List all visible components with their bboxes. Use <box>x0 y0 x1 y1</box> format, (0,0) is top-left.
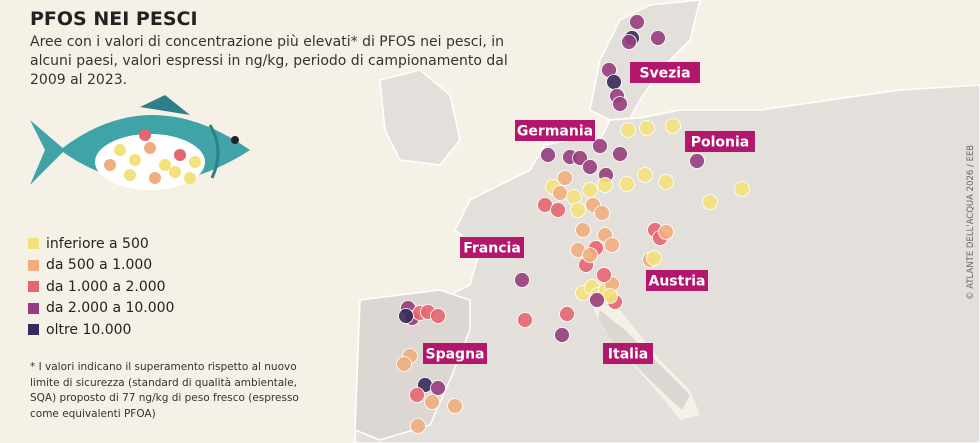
sample-dot <box>424 394 440 410</box>
sample-dot <box>594 205 610 221</box>
sample-dot <box>589 292 605 308</box>
sample-dot <box>734 181 750 197</box>
legend: inferiore a 500 da 500 a 1.000 da 1.000 a … <box>28 233 174 341</box>
legend-label: inferiore a 500 <box>46 235 149 252</box>
sample-dot <box>557 170 573 186</box>
sample-dot <box>582 247 598 263</box>
sample-dot <box>702 194 718 210</box>
country-box <box>685 131 755 152</box>
legend-label: oltre 10.000 <box>46 321 132 338</box>
fish-dot <box>129 154 141 166</box>
sample-dot <box>604 237 620 253</box>
legend-item: da 2.000 a 10.000 <box>28 298 174 320</box>
legend-swatch <box>28 324 39 336</box>
sample-dot <box>596 267 612 283</box>
legend-item: oltre 10.000 <box>28 319 174 341</box>
sample-dot <box>637 167 653 183</box>
sample-dot <box>665 118 681 134</box>
country-label: Austria <box>649 274 706 290</box>
legend-label: da 1.000 a 2.000 <box>46 278 166 295</box>
country-box <box>423 343 487 364</box>
land <box>354 0 980 443</box>
sample-dot <box>517 312 533 328</box>
country-box <box>515 120 595 141</box>
sample-dot <box>650 30 666 46</box>
legend-label: da 2.000 a 10.000 <box>46 300 175 317</box>
sample-dot <box>409 387 425 403</box>
legend-label: da 500 a 1.000 <box>46 257 153 274</box>
sample-dot <box>514 272 530 288</box>
country-label: Svezia <box>639 66 690 82</box>
legend-swatch <box>28 281 39 293</box>
country-label: Spagna <box>426 347 485 363</box>
sample-dot <box>658 224 674 240</box>
sample-dot <box>639 120 655 136</box>
fish-dot <box>174 149 186 161</box>
fish-dot <box>149 172 161 184</box>
sample-dot <box>430 380 446 396</box>
sample-dot <box>575 222 591 238</box>
subtitle: Aree con i valori di concentrazione più … <box>30 34 508 88</box>
country-box <box>460 237 524 258</box>
sample-dot <box>689 153 705 169</box>
title: PFOS NEI PESCI <box>30 8 198 30</box>
sample-dot <box>612 146 628 162</box>
sample-dot <box>620 122 636 138</box>
sample-dot <box>612 96 628 112</box>
sample-dot <box>398 308 414 324</box>
sample-dot <box>430 308 446 324</box>
sample-dot <box>606 74 622 90</box>
sample-dot <box>410 418 426 434</box>
country-label: Polonia <box>691 135 750 151</box>
legend-swatch <box>28 259 39 271</box>
sample-dot <box>572 150 588 166</box>
legend-item: da 500 a 1.000 <box>28 255 174 277</box>
sample-dot <box>570 202 586 218</box>
sample-dot <box>552 185 568 201</box>
sample-dot <box>582 182 598 198</box>
credit: © ATLANTE DELL'ACQUA 2026 / EEB <box>966 144 976 300</box>
sample-dot <box>582 159 598 175</box>
fish-dot <box>124 169 136 181</box>
sample-dot <box>540 147 556 163</box>
fish-dot <box>159 159 171 171</box>
sample-dot <box>619 176 635 192</box>
sample-dot <box>559 306 575 322</box>
country-label: Italia <box>608 347 648 363</box>
sample-dot <box>550 202 566 218</box>
legend-item: da 1.000 a 2.000 <box>28 276 174 298</box>
fish-dot <box>139 129 151 141</box>
country-box <box>630 62 700 83</box>
country-box <box>603 343 653 364</box>
sample-dot <box>554 327 570 343</box>
fish <box>30 95 250 190</box>
sample-dot <box>646 250 662 266</box>
sample-dot <box>592 138 608 154</box>
country-box <box>646 270 708 291</box>
legend-swatch <box>28 238 39 250</box>
sample-dot <box>597 177 613 193</box>
legend-swatch <box>28 302 39 314</box>
country-label: Francia <box>463 241 521 257</box>
fish-dot <box>114 144 126 156</box>
fish-dot <box>169 166 181 178</box>
sample-dot <box>629 14 645 30</box>
sample-dot <box>447 398 463 414</box>
sample-dot <box>396 356 412 372</box>
sample-dot <box>658 174 674 190</box>
footnote: * I valori indicano il superamento rispe… <box>30 361 299 420</box>
sample-dot <box>621 34 637 50</box>
fish-dot <box>104 159 116 171</box>
fish-dot <box>184 172 196 184</box>
fish-dot <box>189 156 201 168</box>
country-label: Germania <box>517 124 593 140</box>
fish-dot <box>144 142 156 154</box>
legend-item: inferiore a 500 <box>28 233 174 255</box>
